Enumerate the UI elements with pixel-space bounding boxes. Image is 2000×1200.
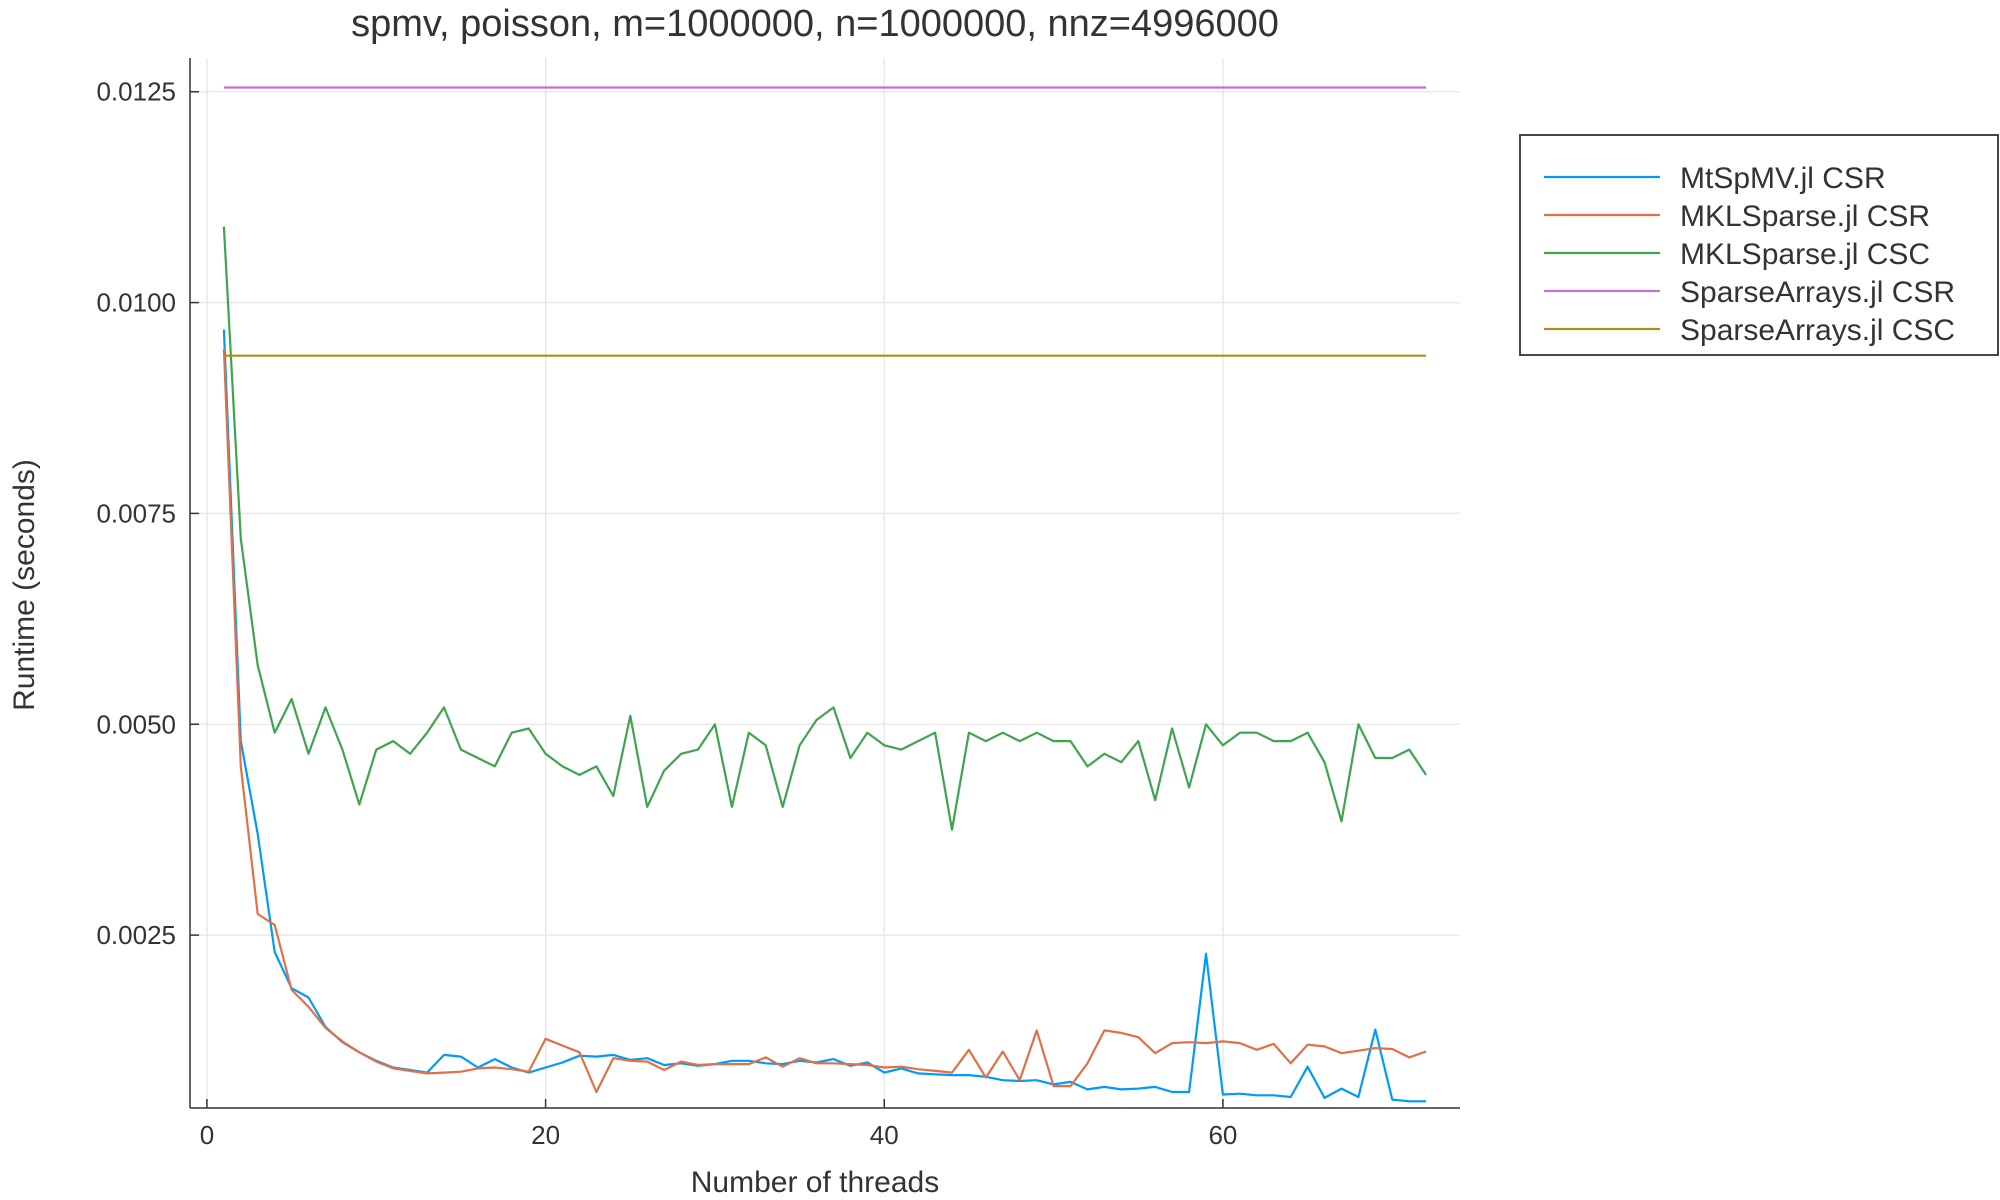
legend-label: MKLSparse.jl CSC [1680,238,1930,271]
series-line-3 [222,226,1428,831]
x-axis-label: Number of threads [691,1166,939,1199]
axes [189,58,1460,1109]
legend-box [1519,134,1999,356]
x-tick-label: 60 [1208,1120,1237,1150]
y-tick-label: 0.0050 [96,709,176,739]
y-tick-label: 0.0075 [96,498,176,528]
chart-title: spmv, poisson, m=1000000, n=1000000, nnz… [351,3,1279,45]
grid [190,58,1460,1108]
series-line-1 [222,329,1427,1103]
x-tick-label: 0 [200,1120,214,1150]
x-tick-label: 40 [870,1120,899,1150]
legend-label: MtSpMV.jl CSR [1680,162,1886,195]
legend-label: SparseArrays.jl CSR [1680,276,1955,309]
series-line-2 [222,348,1427,1094]
y-tick-label: 0.0125 [96,77,176,107]
series-group [222,86,1428,1103]
x-tick-label: 20 [531,1120,560,1150]
legend: MtSpMV.jl CSR MKLSparse.jl CSR MKLSparse.j… [1519,134,1999,356]
y-axis-label: Runtime (seconds) [8,459,41,711]
legend-label: MKLSparse.jl CSR [1680,200,1930,233]
y-tick-label: 0.0025 [96,920,176,950]
legend-label: SparseArrays.jl CSC [1680,314,1955,347]
y-tick-label: 0.0100 [96,288,176,318]
ticks: 0 20 40 60 0.0025 0.0050 0.0075 0.0100 0.0125 [96,77,1237,1150]
